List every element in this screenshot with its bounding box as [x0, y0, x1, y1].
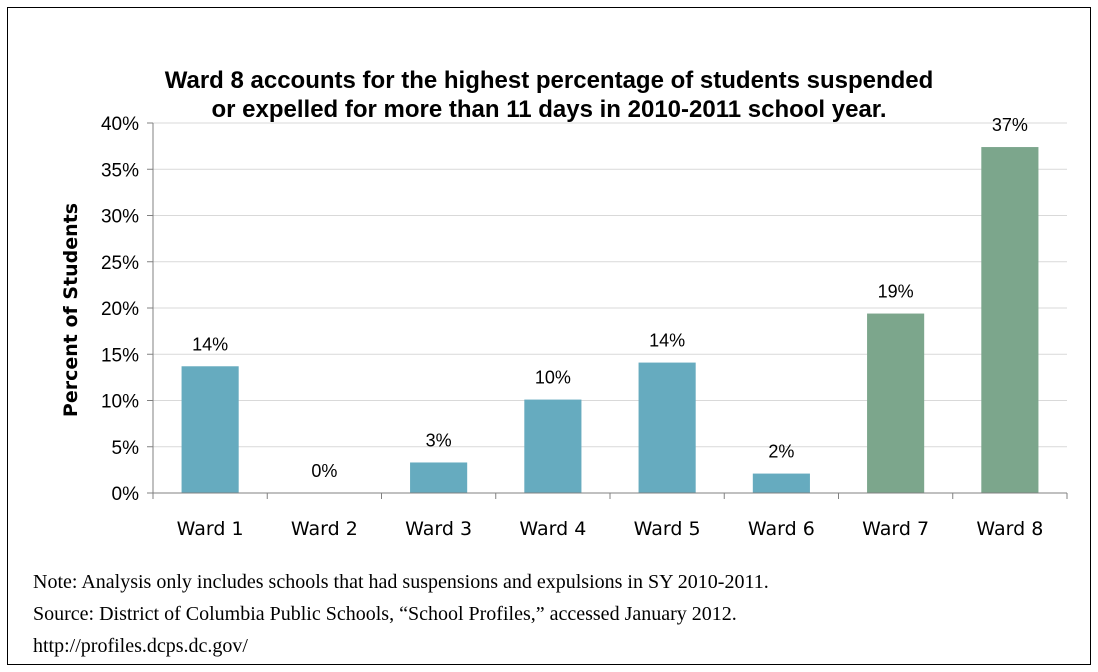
y-tick-label: 15%: [101, 345, 139, 366]
data-label: 14%: [649, 331, 685, 351]
x-tick-label: Ward 4: [519, 518, 586, 540]
labels: 0% 5% 10% 15% 20% 25% 30% 35% 40% Ward 1 14% Ward 2…: [101, 114, 1043, 540]
data-label: 19%: [878, 282, 914, 302]
x-tick-label: Ward 8: [976, 518, 1043, 540]
x-tick-label: Ward 2: [291, 518, 358, 540]
y-tick-label: 5%: [112, 438, 140, 459]
bar-ward-8: [981, 147, 1039, 494]
x-tick-label: Ward 3: [405, 518, 472, 540]
y-tick-label: 30%: [101, 207, 139, 228]
y-tick-label: 20%: [101, 299, 139, 320]
axes: [147, 122, 1068, 499]
x-tick-label: Ward 5: [634, 518, 701, 540]
y-tick-label: 10%: [101, 392, 139, 413]
y-tick-label: 35%: [101, 160, 139, 181]
x-tick-label: Ward 7: [862, 518, 929, 540]
bar-ward-3: [410, 462, 468, 493]
y-tick-label: 40%: [101, 114, 139, 135]
bar-ward-4: [524, 399, 582, 493]
data-label: 0%: [311, 461, 337, 481]
bar-ward-6: [752, 473, 810, 493]
chart-title: Ward 8 accounts for the highest percenta…: [0, 66, 1098, 124]
x-tick-label: Ward 6: [748, 518, 815, 540]
gridlines: [153, 122, 1067, 448]
bar-ward-5: [638, 362, 696, 493]
bars: [181, 147, 1039, 494]
data-label: 3%: [426, 430, 452, 450]
chart-title-line-1: Ward 8 accounts for the highest percenta…: [164, 67, 934, 94]
data-label: 14%: [192, 334, 228, 354]
x-tick-label: Ward 1: [177, 518, 244, 540]
y-tick-label: 25%: [101, 253, 139, 274]
bar-ward-1: [181, 366, 239, 493]
bar-ward-7: [867, 313, 925, 493]
y-axis-label: Percent of Students: [60, 203, 82, 417]
chart-title-line-2: or expelled for more than 11 days in 201…: [211, 96, 887, 123]
notes-block: Note: Analysis only includes schools tha…: [33, 566, 1073, 662]
data-label: 2%: [768, 442, 794, 462]
source-url: http://profiles.dcps.dc.gov/: [33, 635, 248, 657]
note-text: Note: Analysis only includes schools tha…: [33, 571, 769, 593]
data-label: 10%: [535, 368, 571, 388]
y-tick-label: 0%: [112, 484, 140, 505]
data-label: 37%: [992, 115, 1028, 135]
source-text: Source: District of Columbia Public Scho…: [33, 603, 737, 625]
